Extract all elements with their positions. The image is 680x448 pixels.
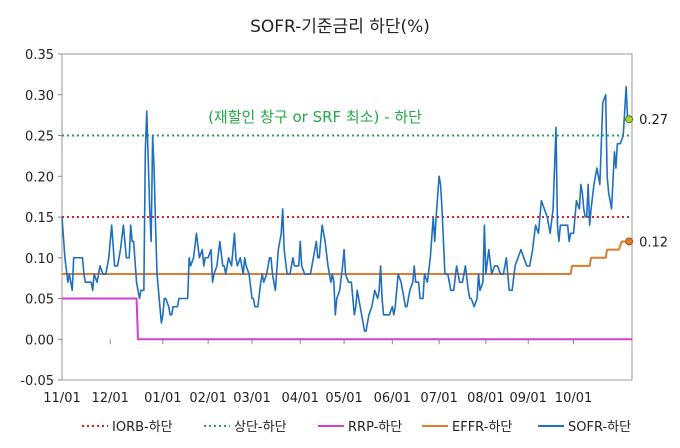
end-markers: 0.27 0.12	[625, 113, 668, 250]
x-tick-label: 10/01	[555, 391, 592, 406]
x-tick-label: 01/01	[144, 391, 181, 406]
y-tick-label: -0.05	[20, 374, 54, 389]
x-tick-label: 11/01	[43, 391, 80, 406]
x-tick-label: 08/01	[467, 391, 504, 406]
legend-label: 상단-하단	[234, 420, 287, 435]
x-tick-label: 02/01	[189, 391, 226, 406]
end-marker-label: 0.12	[639, 235, 668, 250]
x-tick-label: 05/01	[325, 391, 362, 406]
x-tick-label: 07/01	[420, 391, 457, 406]
y-tick-label: 0.10	[25, 252, 54, 267]
x-axis: 11/01 12/01 01/01 02/01 03/01 04/01 05/01 06/01…	[43, 339, 592, 406]
y-tick-label: 0.05	[25, 293, 54, 308]
y-tick-label: 0.15	[25, 211, 54, 226]
x-tick-label: 03/01	[233, 391, 270, 406]
x-tick-label: 04/01	[281, 391, 318, 406]
series-line-EFFR-하단	[62, 240, 630, 276]
y-tick-label: 0.00	[25, 333, 54, 348]
legend-label: EFFR-하단	[452, 420, 512, 435]
end-marker	[625, 237, 634, 246]
y-tick-label: 0.25	[25, 130, 54, 145]
x-tick-label: 09/01	[509, 391, 546, 406]
legend-label: RRP-하단	[348, 420, 402, 435]
legend-label: IORB-하단	[112, 420, 173, 435]
series-layer	[61, 85, 632, 341]
y-tick-label: 0.20	[25, 170, 54, 185]
y-tick-label: 0.30	[25, 89, 54, 104]
legend-label: SOFR-하단	[568, 420, 631, 435]
series-line-RRP-하단	[62, 297, 632, 341]
y-axis: -0.05 0.00 0.05 0.10 0.15 0.20 0.25 0.30 0.35	[20, 48, 62, 389]
annotation-text: (재할인 창구 or SRF 최소) - 하단	[208, 108, 422, 126]
series-line-SOFR-하단	[61, 85, 630, 332]
legend: IORB-하단 상단-하단 RRP-하단 EFFR-하단 SOFR-하단	[82, 420, 631, 435]
y-tick-label: 0.35	[25, 48, 54, 63]
x-tick-label: 06/01	[374, 391, 411, 406]
chart-title: SOFR-기준금리 하단(%)	[250, 17, 430, 37]
x-tick-label: 12/01	[91, 391, 128, 406]
end-marker-label: 0.27	[639, 113, 668, 128]
end-marker	[625, 115, 634, 124]
